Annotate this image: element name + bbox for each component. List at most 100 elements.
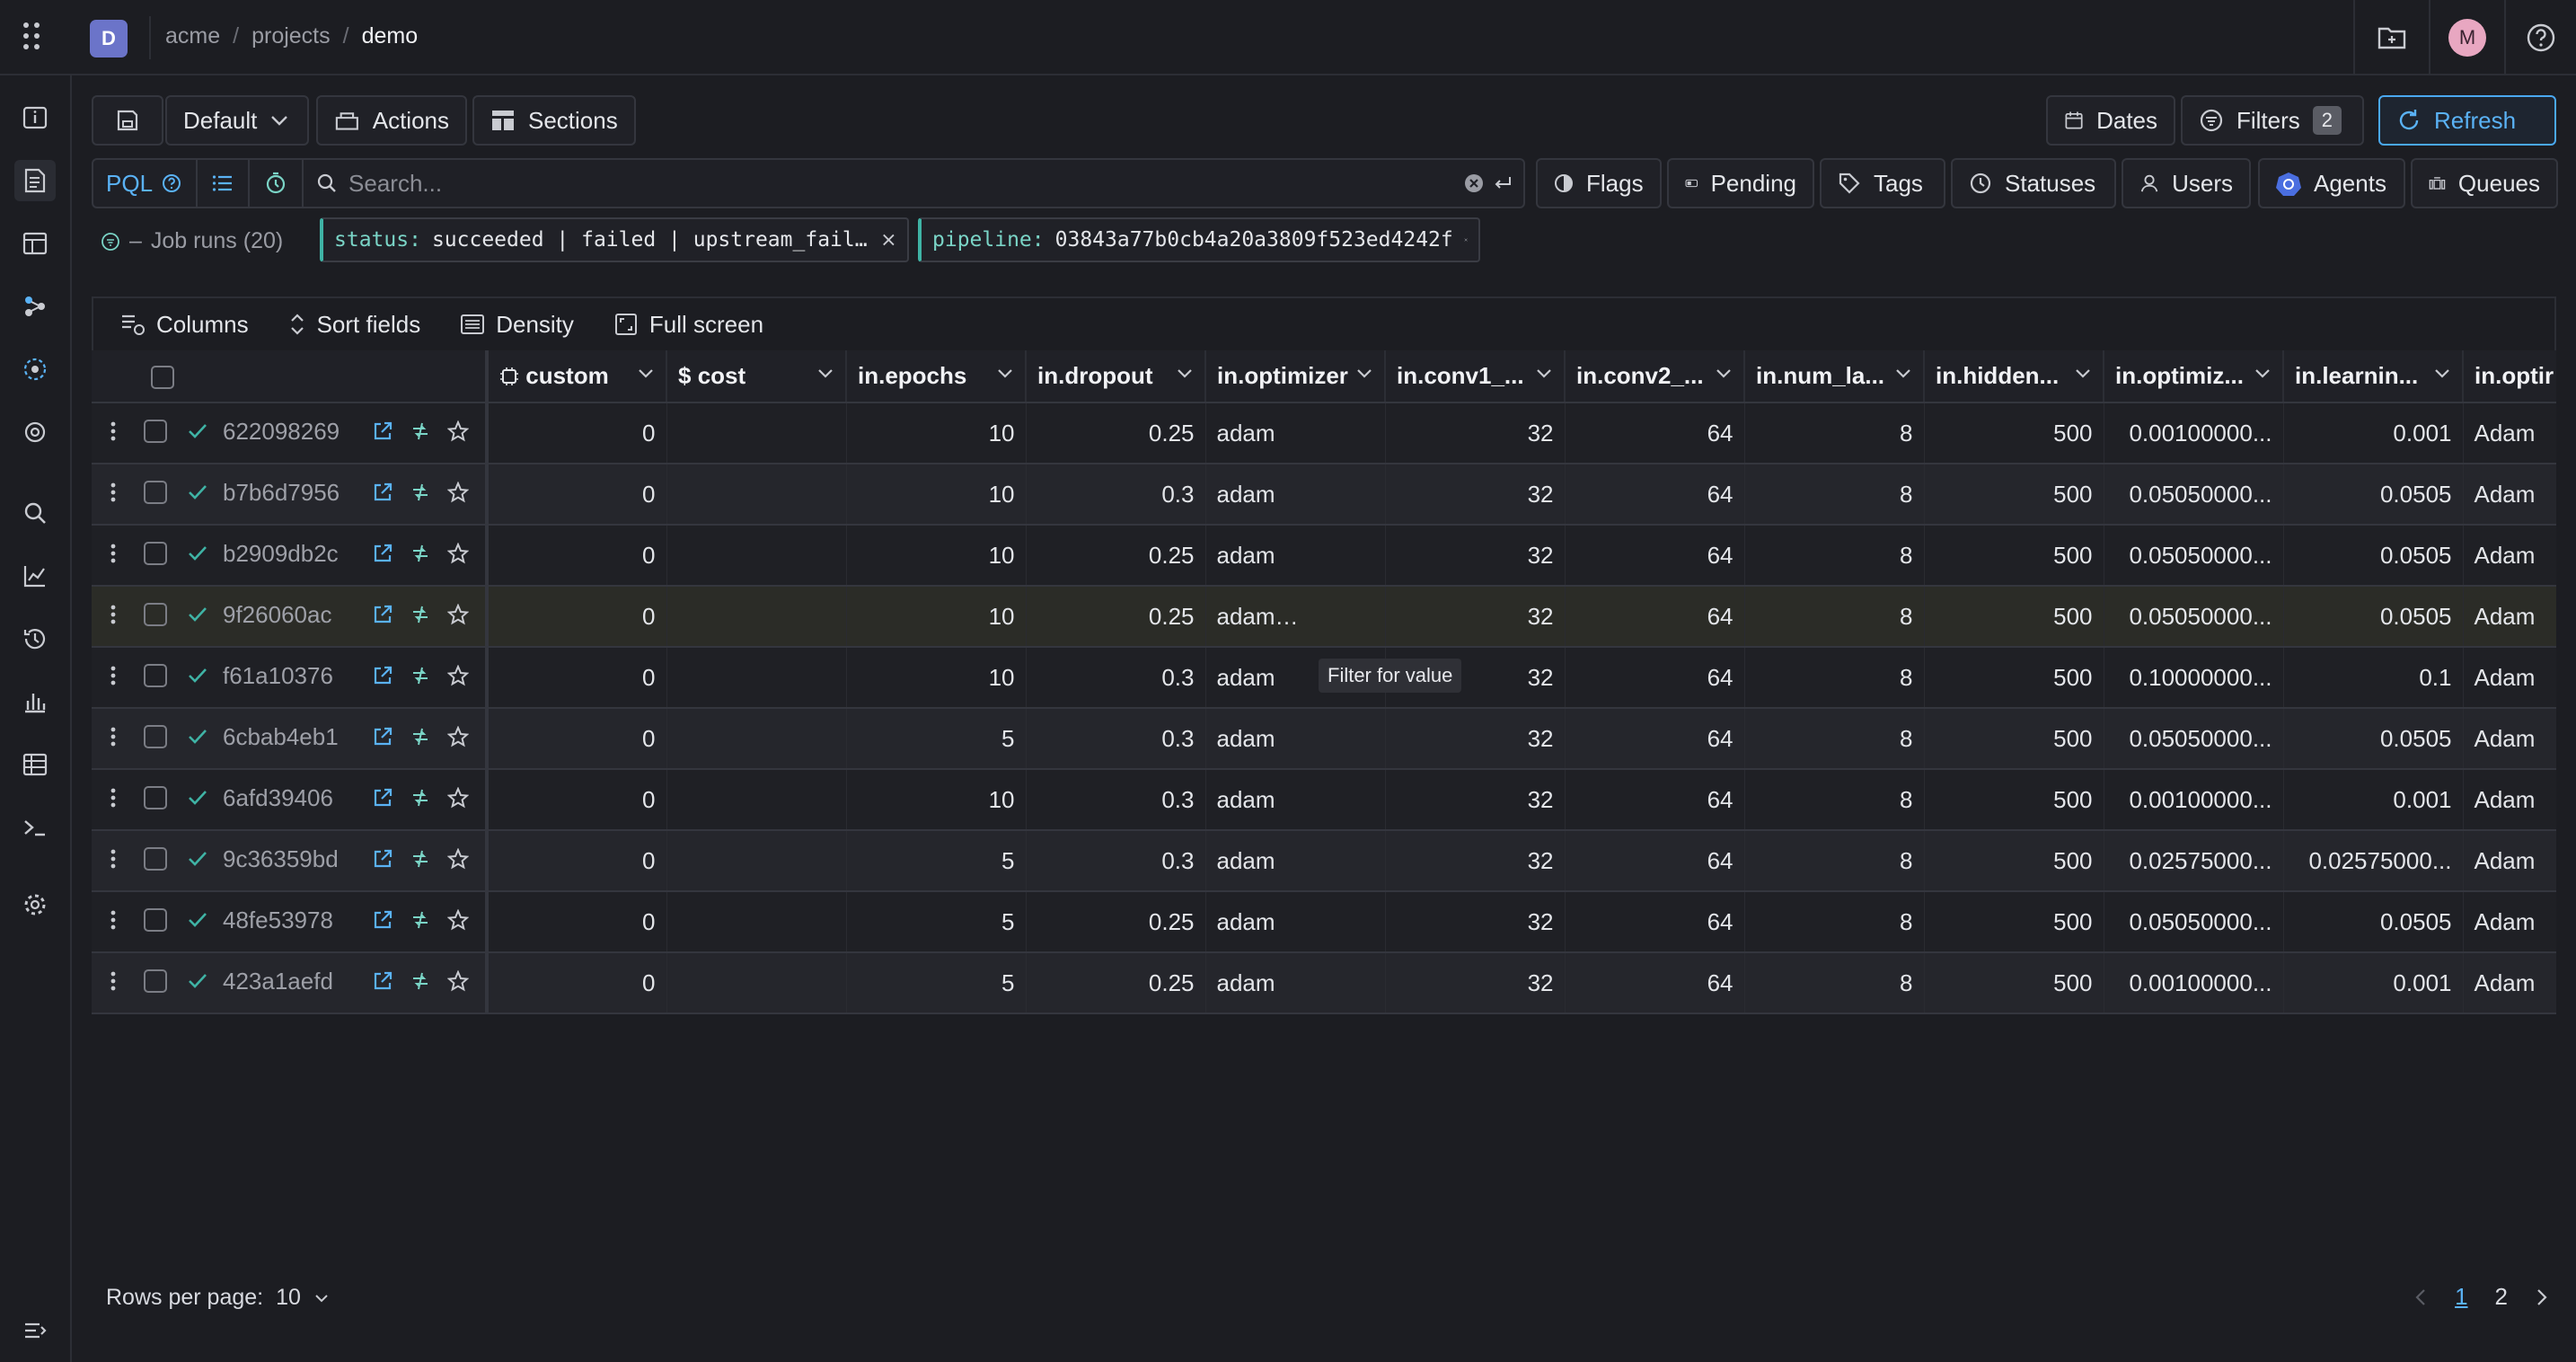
cell-epochs[interactable]: 5 — [846, 891, 1027, 953]
cell-dropout[interactable]: 0.25 — [1026, 525, 1206, 587]
sidebar-item-runs[interactable] — [14, 160, 56, 201]
cell-conv1[interactable]: 32 — [1385, 891, 1566, 953]
chevron-left-icon[interactable] — [2413, 1287, 2428, 1307]
column-header-optimizer-lr[interactable]: in.optimiz... — [2104, 350, 2284, 403]
external-link-icon[interactable] — [372, 848, 393, 870]
breadcrumb-project[interactable]: demo — [361, 23, 419, 49]
avatar[interactable]: M — [2448, 19, 2486, 57]
cell-learning-rate[interactable]: 0.001 — [2283, 952, 2464, 1014]
cell-optim[interactable]: Adam — [2463, 586, 2556, 648]
cell-optim[interactable]: Adam — [2463, 525, 2556, 587]
star-icon[interactable] — [447, 665, 469, 686]
cell-conv2[interactable]: 64 — [1565, 464, 1745, 526]
run-id-link[interactable]: 6afd39406 — [223, 783, 333, 811]
external-link-icon[interactable] — [372, 970, 393, 992]
column-header-hidden[interactable]: in.hidden... — [1924, 350, 2104, 403]
cell-hidden[interactable]: 500 — [1924, 586, 2104, 648]
cell-learning-rate[interactable]: 0.0505 — [2283, 586, 2464, 648]
cell-optimizer[interactable]: adam — [1205, 769, 1386, 831]
external-link-icon[interactable] — [372, 420, 393, 442]
save-preset-button[interactable] — [92, 95, 163, 146]
cell-optim[interactable]: Adam — [2463, 708, 2556, 770]
quick-filter-pending[interactable]: Pending — [1667, 158, 1814, 208]
table-row[interactable]: 622098269 0 10 0.25 adam 32 64 8 500 0.00100000..… — [92, 402, 2556, 464]
preset-select[interactable]: Default — [165, 95, 309, 146]
cell-num-layers[interactable]: 8 — [1744, 708, 1925, 770]
external-link-icon[interactable] — [372, 604, 393, 625]
star-icon[interactable] — [447, 726, 469, 747]
cell-learning-rate[interactable]: 0.0505 — [2283, 891, 2464, 953]
row-checkbox[interactable] — [144, 908, 167, 933]
cell-conv1[interactable]: 32 — [1385, 525, 1566, 587]
cell-conv1[interactable]: 32 — [1385, 402, 1566, 464]
chevron-down-icon[interactable] — [637, 367, 655, 379]
cell-conv2[interactable]: 64 — [1565, 647, 1745, 709]
cell-learning-rate[interactable]: 0.02575000... — [2283, 830, 2464, 892]
sidebar-item-pipelines[interactable] — [14, 286, 56, 327]
cell-optimizer[interactable]: adam — [1205, 708, 1386, 770]
star-icon[interactable] — [447, 848, 469, 870]
cell-optim[interactable]: Adam — [2463, 769, 2556, 831]
page-2[interactable]: 2 — [2494, 1283, 2508, 1310]
cell-hidden[interactable]: 500 — [1924, 708, 2104, 770]
cell-epochs[interactable]: 10 — [846, 586, 1027, 648]
sidebar-item-models[interactable] — [14, 411, 56, 453]
cell-conv2[interactable]: 64 — [1565, 952, 1745, 1014]
row-checkbox[interactable] — [144, 542, 167, 566]
copy-value-icon[interactable] — [1365, 608, 1385, 628]
filter-chip-pipeline[interactable]: pipeline: 03843a77b0cb4a20a3809f523ed424… — [918, 217, 1480, 262]
sidebar-item-overview[interactable] — [14, 97, 56, 138]
select-all-checkbox[interactable] — [151, 366, 174, 390]
sidebar-collapse-button[interactable] — [14, 1310, 56, 1351]
app-menu-icon[interactable] — [20, 20, 47, 56]
row-checkbox[interactable] — [144, 420, 167, 444]
column-header-learning-rate[interactable]: in.learnin... — [2283, 350, 2464, 403]
star-icon[interactable] — [447, 420, 469, 442]
run-id-link[interactable]: b7b6d7956 — [223, 478, 340, 506]
cell-optim[interactable]: Adam — [2463, 647, 2556, 709]
cell-optimizer-lr[interactable]: 0.00100000... — [2104, 769, 2284, 831]
column-header-dropout[interactable]: in.dropout — [1026, 350, 1206, 403]
columns-button[interactable]: Columns — [120, 311, 249, 339]
folder-button[interactable] — [2353, 0, 2429, 75]
cell-num-layers[interactable]: 8 — [1744, 769, 1925, 831]
sidebar-item-history[interactable] — [14, 618, 56, 659]
external-link-icon[interactable] — [372, 543, 393, 564]
cell-optim[interactable]: Adam — [2463, 952, 2556, 1014]
row-checkbox[interactable] — [144, 664, 167, 688]
cell-cost[interactable] — [666, 769, 847, 831]
cell-optimizer-lr[interactable]: 0.05050000... — [2104, 708, 2284, 770]
cell-dropout[interactable]: 0.3 — [1026, 464, 1206, 526]
cell-dropout[interactable]: 0.3 — [1026, 647, 1206, 709]
cell-epochs[interactable]: 5 — [846, 830, 1027, 892]
job-runs-count[interactable]: – Job runs (20) — [101, 228, 283, 254]
cell-num-layers[interactable]: 8 — [1744, 525, 1925, 587]
column-header-optimizer[interactable]: in.optimizer — [1205, 350, 1386, 403]
clear-search-icon[interactable] — [1464, 173, 1484, 193]
run-id-link[interactable]: 423a1aefd — [223, 967, 333, 995]
row-checkbox[interactable] — [144, 969, 167, 994]
compare-icon[interactable] — [410, 482, 431, 503]
table-row[interactable]: 9c36359bd 0 5 0.3 adam 32 64 8 500 0.02575000... 0… — [92, 830, 2556, 892]
cell-custom[interactable]: 0 — [487, 525, 667, 587]
cell-num-layers[interactable]: 8 — [1744, 830, 1925, 892]
table-row[interactable]: b2909db2c 0 10 0.25 adam 32 64 8 500 0.05050000..… — [92, 525, 2556, 587]
star-icon[interactable] — [447, 787, 469, 809]
external-link-icon[interactable] — [372, 726, 393, 747]
chevron-down-icon[interactable] — [1176, 367, 1194, 379]
org-logo[interactable]: D — [90, 20, 128, 57]
breadcrumb-projects[interactable]: projects — [251, 23, 331, 49]
cell-conv1[interactable]: 32 — [1385, 830, 1566, 892]
row-checkbox[interactable] — [144, 786, 167, 810]
cell-epochs[interactable]: 5 — [846, 952, 1027, 1014]
cell-num-layers[interactable]: 8 — [1744, 891, 1925, 953]
column-header-num-layers[interactable]: in.num_la... — [1744, 350, 1925, 403]
chevron-right-icon[interactable] — [2535, 1287, 2549, 1307]
cell-hidden[interactable]: 500 — [1924, 830, 2104, 892]
cell-num-layers[interactable]: 8 — [1744, 402, 1925, 464]
cell-hidden[interactable]: 500 — [1924, 647, 2104, 709]
cell-optimizer-lr[interactable]: 0.02575000... — [2104, 830, 2284, 892]
chevron-down-icon[interactable] — [816, 367, 834, 379]
enter-icon[interactable] — [1493, 173, 1513, 193]
cell-hidden[interactable]: 500 — [1924, 769, 2104, 831]
